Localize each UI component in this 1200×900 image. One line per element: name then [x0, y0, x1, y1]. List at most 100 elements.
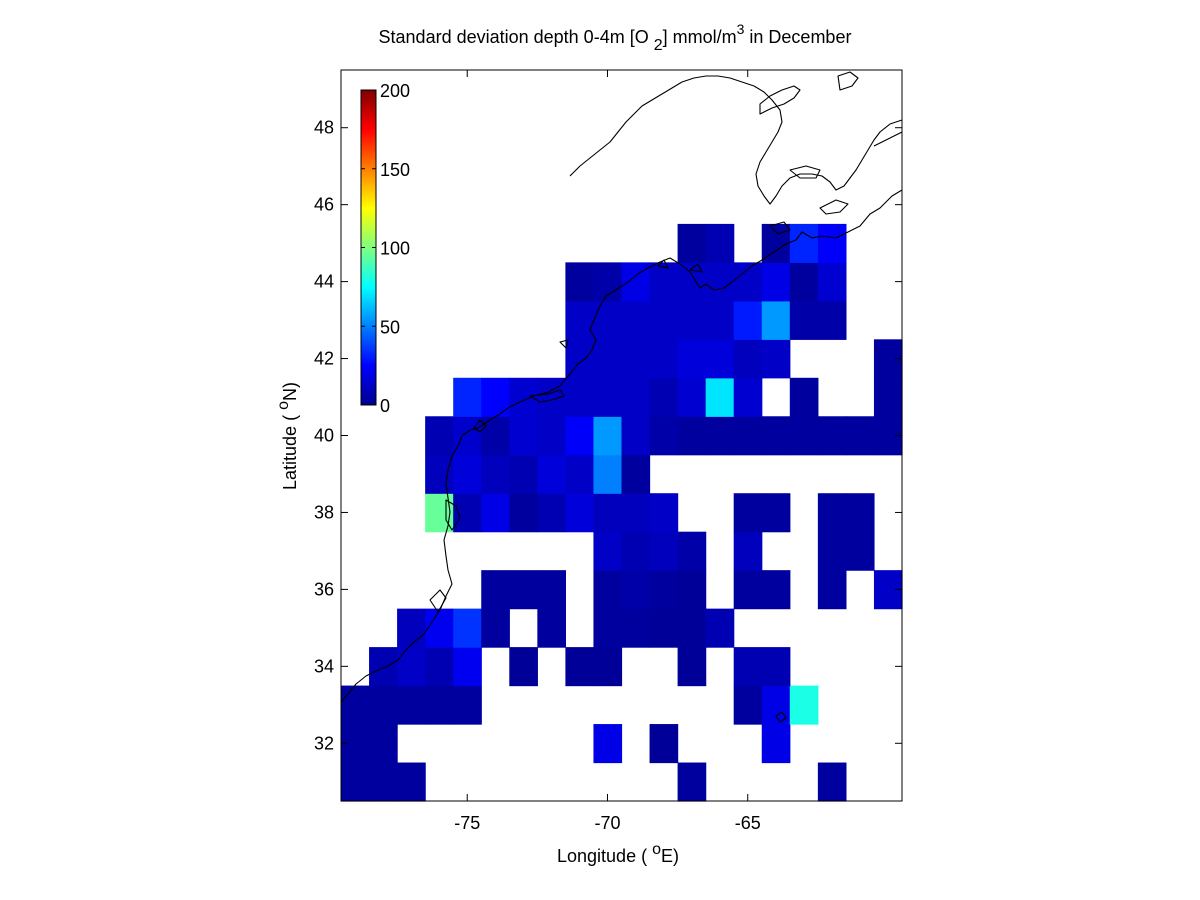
heatmap-cell: [789, 223, 819, 263]
y-label-suffix: N): [280, 382, 300, 401]
heatmap-cell: [649, 262, 679, 302]
heatmap-cell: [593, 531, 623, 571]
heatmap-cell: [761, 570, 791, 610]
coastline-outline: [340, 71, 903, 723]
y-tick-label: 32: [314, 733, 334, 753]
heatmap-cell: [593, 493, 623, 533]
heatmap-cell: [649, 377, 679, 417]
heatmap-cell: [537, 493, 566, 533]
heatmap-cell: [621, 493, 651, 533]
heatmap-cell: [649, 300, 679, 340]
y-label-prefix: Latitude (: [280, 410, 300, 490]
heatmap-cell: [593, 608, 623, 648]
x-label-prefix: Longitude (: [557, 846, 652, 866]
heatmap-cell: [789, 685, 819, 725]
title-mid: ] mmol/m: [663, 27, 737, 47]
heatmap-cell: [761, 416, 791, 456]
heatmap-cell: [593, 570, 623, 610]
heatmap-cell: [593, 454, 623, 494]
heatmap-cell: [817, 531, 847, 571]
heatmap-cell: [733, 531, 763, 571]
heatmap-cell: [873, 377, 903, 417]
heatmap-cell: [593, 647, 623, 687]
heatmap-cell: [537, 454, 566, 494]
heatmap-cell: [677, 531, 707, 571]
y-label-superscript: o: [275, 401, 292, 410]
heatmap-cell: [649, 570, 679, 610]
heatmap-cell: [733, 339, 763, 379]
heatmap-cell: [789, 262, 819, 302]
colorbar-tick-label: 150: [380, 160, 410, 180]
heatmap-cell: [593, 300, 623, 340]
heatmap-cell: [817, 416, 847, 456]
heatmap-cell: [509, 377, 538, 417]
heatmap-cell: [705, 262, 735, 302]
heatmap-cell: [789, 377, 819, 417]
heatmap-cell: [705, 223, 735, 263]
heatmap-cell: [481, 454, 510, 494]
heatmap-cell: [509, 647, 538, 687]
heatmap-cells: [341, 223, 903, 802]
heatmap-cell: [593, 377, 623, 417]
title-subscript: 2: [654, 37, 663, 54]
heatmap-cell: [481, 570, 510, 610]
heatmap-cell: [537, 570, 566, 610]
heatmap-cell: [397, 608, 426, 648]
heatmap-cell: [817, 762, 847, 802]
y-tick-label: 42: [314, 349, 334, 369]
heatmap-cell: [565, 262, 595, 302]
heatmap-cell: [481, 493, 510, 533]
heatmap-cell: [733, 262, 763, 302]
heatmap-cell: [761, 339, 791, 379]
heatmap-cell: [733, 570, 763, 610]
heatmap-cell: [677, 223, 707, 263]
heatmap-cell: [509, 493, 538, 533]
colorbar-ticks: 0 50 100 150 200: [361, 81, 410, 416]
heatmap-cell: [845, 531, 875, 571]
heatmap-cell: [621, 454, 651, 494]
heatmap-cell: [453, 647, 482, 687]
heatmap-cell: [565, 493, 595, 533]
heatmap-cell: [817, 223, 847, 263]
heatmap-cell: [621, 262, 651, 302]
x-tick-label: -70: [594, 813, 620, 833]
y-tick-label: 44: [314, 272, 334, 292]
heatmap-cell: [705, 377, 735, 417]
heatmap-cell: [677, 416, 707, 456]
x-axis-ticks: -75 -70 -65: [454, 70, 761, 833]
y-tick-label: 40: [314, 426, 334, 446]
y-axis-label: Latitude ( oN): [275, 382, 300, 490]
heatmap-cell: [537, 608, 566, 648]
heatmap-cell: [481, 416, 510, 456]
y-tick-label: 36: [314, 579, 334, 599]
x-label-superscript: o: [652, 841, 661, 858]
heatmap-cell: [453, 608, 482, 648]
heatmap-cell: [509, 454, 538, 494]
y-tick-label: 34: [314, 656, 334, 676]
y-tick-label: 38: [314, 502, 334, 522]
heatmap-cell: [621, 531, 651, 571]
colorbar-tick-label: 50: [380, 317, 400, 337]
heatmap-cell: [761, 262, 791, 302]
heatmap-cell: [593, 416, 623, 456]
heatmap-cell: [761, 685, 791, 725]
heatmap-cell: [565, 454, 595, 494]
heatmap-cell: [705, 339, 735, 379]
heatmap-cell: [761, 724, 791, 764]
heatmap-cell: [789, 416, 819, 456]
x-tick-label: -75: [454, 813, 480, 833]
heatmap-cell: [733, 647, 763, 687]
heatmap-cell: [509, 416, 538, 456]
heatmap-cell: [817, 300, 847, 340]
colorbar-tick-label: 0: [380, 396, 390, 416]
heatmap-cell: [621, 377, 651, 417]
heatmap-cell: [817, 262, 847, 302]
heatmap-cell: [677, 377, 707, 417]
heatmap-cell: [397, 647, 426, 687]
colorbar-tick-label: 200: [380, 81, 410, 101]
x-label-suffix: E): [661, 846, 679, 866]
heatmap-cell: [677, 339, 707, 379]
heatmap-cell: [453, 493, 482, 533]
heatmap-cell: [369, 685, 398, 725]
